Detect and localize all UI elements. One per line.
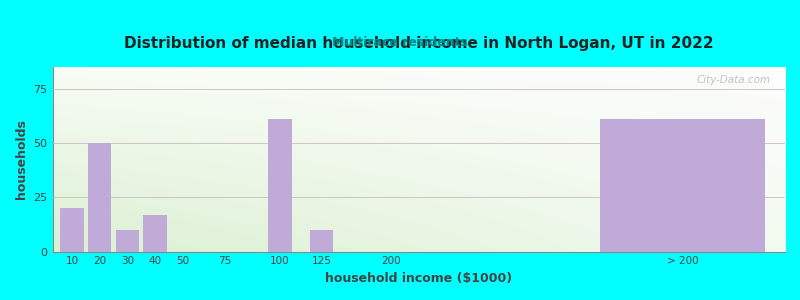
Text: City-Data.com: City-Data.com [696,75,770,85]
Title: Distribution of median household income in North Logan, UT in 2022: Distribution of median household income … [124,36,714,51]
Y-axis label: households: households [15,120,28,200]
X-axis label: household income ($1000): household income ($1000) [326,272,512,285]
Bar [116,230,139,252]
Bar [60,208,84,252]
Bar [310,230,334,252]
Text: Multirace residents: Multirace residents [332,36,468,49]
Bar [143,215,167,252]
Bar [268,119,292,252]
Bar [88,143,111,252]
Bar [600,119,765,252]
